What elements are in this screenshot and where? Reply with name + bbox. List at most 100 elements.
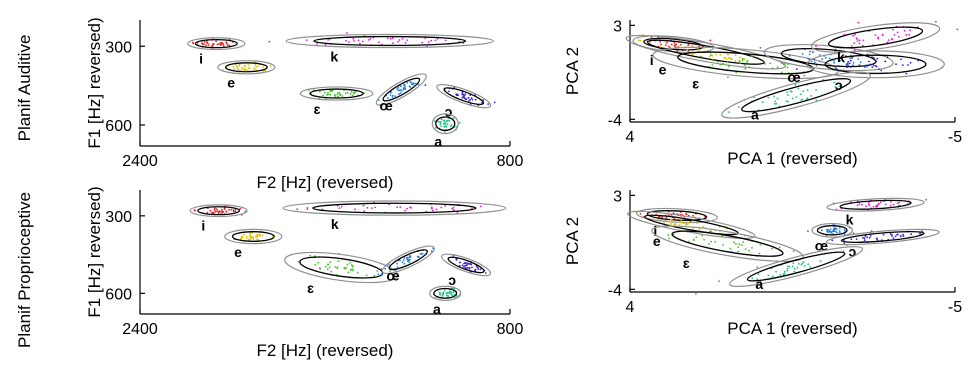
data-point [733,241,735,243]
data-point [206,42,208,44]
data-point [695,236,697,238]
data-point [358,40,360,42]
data-point [204,41,206,43]
data-point [468,100,470,102]
data-point [404,263,406,265]
data-point [857,40,859,42]
data-point [756,266,758,268]
data-point [739,56,741,58]
x-tick-label: -5 [948,299,962,316]
data-point [441,118,443,120]
data-point [792,97,794,99]
data-point [334,95,336,97]
vowel-cluster-e: e [225,229,282,260]
data-point [785,100,787,102]
data-point [262,234,264,236]
data-point [327,92,329,94]
data-point [751,277,753,279]
data-point [812,51,814,53]
panel-formant-auditive: 2400 800300600F2 [Hz] (reversed)F1 [Hz] r… [85,17,523,192]
data-point [902,64,904,66]
data-point [437,38,439,40]
data-point [796,68,798,70]
data-point [377,274,379,276]
data-point [396,263,398,265]
data-point [447,295,449,297]
vowel-cluster-œ: œ [377,241,437,283]
y-tick-label: 300 [105,209,132,226]
data-point [807,230,809,232]
data-point [450,291,452,293]
data-point [324,92,326,94]
data-point [351,91,353,93]
data-point [248,68,250,70]
data-point [666,42,668,44]
data-point [839,85,841,87]
data-point [239,65,241,67]
data-point [307,208,309,210]
data-point [863,39,865,41]
data-point [875,34,877,36]
data-point [686,213,688,215]
data-point [742,58,744,60]
data-point [405,88,407,90]
data-point [861,204,863,206]
data-point [728,111,730,113]
data-point [876,66,878,68]
data-point [821,58,823,60]
data-point [850,238,852,240]
vowel-cluster-ɔ: ɔ [425,80,496,119]
data-point [248,64,250,66]
vowel-cluster-k: k [827,196,927,227]
data-point [775,271,777,273]
data-point [893,237,895,239]
data-point [734,60,736,62]
vowel-cluster-ɛ: ɛ [650,219,805,271]
data-point [809,51,811,53]
data-point [401,90,403,92]
x-tick-label: -5 [948,129,962,146]
data-point [412,82,414,84]
data-point [459,122,461,124]
data-point [897,203,899,205]
data-point [402,38,404,40]
data-point [721,235,723,237]
data-point [325,266,327,268]
x-axis-label: PCA 1 (reversed) [727,319,857,338]
y-tick-label: 3 [613,18,622,35]
data-point [779,274,781,276]
data-point [244,69,246,71]
data-point [687,49,689,51]
data-point [854,49,856,51]
data-point [221,212,223,214]
data-point [453,207,455,209]
data-point [869,205,871,207]
vowel-cluster-ɔ: ɔ [440,250,493,288]
data-point [485,272,487,274]
data-point [715,54,717,56]
data-point [244,65,246,67]
data-point [673,234,675,236]
y-tick-label: -4 [608,282,622,299]
data-point [829,57,831,59]
y-tick-label: -4 [608,112,622,129]
data-point [895,63,897,65]
data-point [425,84,427,86]
data-point [410,255,412,257]
data-point [440,123,442,125]
data-point [696,222,698,224]
data-point [208,44,210,46]
data-point [362,41,364,43]
data-point [257,234,259,236]
vowel-cluster-œ: œ [373,69,430,113]
data-point [893,204,895,206]
data-point [909,29,911,31]
data-point [443,293,445,295]
data-point [703,239,705,241]
data-point [862,237,864,239]
data-point [461,97,463,99]
vowel-cluster-k: k [268,32,493,64]
data-point [710,241,712,243]
data-point [480,268,482,270]
data-point [246,238,248,240]
